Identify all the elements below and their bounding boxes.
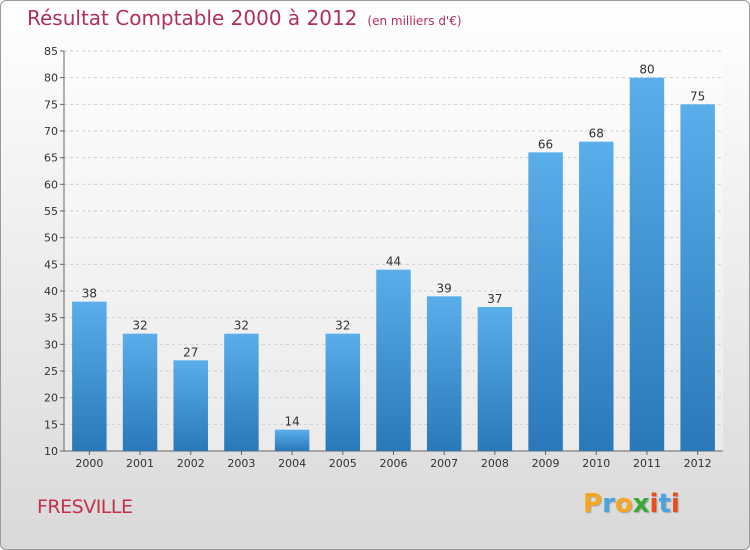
data-label-2002: 27 — [183, 345, 198, 359]
logo-letter: P — [583, 489, 603, 519]
bar-2004 — [274, 429, 310, 451]
data-label-2003: 32 — [234, 319, 249, 333]
y-tick-label: 35 — [44, 312, 58, 325]
y-tick-label: 15 — [44, 418, 58, 431]
x-tick-label-2004: 2004 — [278, 457, 306, 470]
bar-2000 — [72, 301, 107, 451]
y-tick-label: 60 — [44, 178, 58, 191]
x-tick-label-2002: 2002 — [177, 457, 205, 470]
bar-2008 — [477, 307, 513, 451]
x-tick-label-2003: 2003 — [227, 457, 255, 470]
y-tick-label: 20 — [44, 392, 58, 405]
x-tick-label-2001: 2001 — [126, 457, 154, 470]
bar-2010 — [579, 141, 614, 451]
y-tick-label: 50 — [44, 232, 58, 245]
logo-letter: o — [614, 489, 633, 519]
data-label-2012: 75 — [690, 89, 705, 103]
bar-2011 — [629, 77, 665, 452]
x-tick-label-2011: 2011 — [633, 457, 661, 470]
bar-2009 — [528, 152, 563, 452]
y-tick-label: 30 — [44, 338, 58, 351]
x-tick-label-2012: 2012 — [684, 457, 712, 470]
y-tick-label: 45 — [44, 258, 58, 271]
logo-letter: t — [658, 489, 671, 519]
bar-2006 — [376, 269, 411, 451]
logo-letter: r — [602, 489, 615, 519]
bar-2007 — [426, 296, 462, 451]
location-label: FRESVILLE — [37, 496, 133, 518]
data-label-2009: 66 — [538, 137, 553, 151]
y-tick-label: 10 — [44, 445, 58, 458]
bar-2005 — [325, 333, 361, 451]
logo-letter: x — [632, 489, 650, 519]
data-label-2001: 32 — [132, 319, 147, 333]
y-tick-label: 65 — [44, 152, 58, 165]
data-label-2010: 68 — [589, 127, 604, 141]
bar-2001 — [122, 333, 158, 451]
x-tick-label-2010: 2010 — [582, 457, 610, 470]
chart-subtitle: (en milliers d'€) — [367, 14, 462, 28]
y-tick-label: 85 — [44, 45, 58, 58]
y-tick-label: 25 — [44, 365, 58, 378]
chart-title-text: Résultat Comptable 2000 à 2012 — [27, 6, 358, 30]
bar-2002 — [173, 360, 208, 451]
x-tick-label-2006: 2006 — [380, 457, 408, 470]
chart-title: Résultat Comptable 2000 à 2012 (en millie… — [27, 6, 462, 30]
data-label-2008: 37 — [487, 292, 502, 306]
data-label-2006: 44 — [386, 255, 401, 269]
logo-letter: i — [649, 489, 659, 519]
data-label-2004: 14 — [284, 415, 299, 429]
x-tick-label-2000: 2000 — [75, 457, 103, 470]
x-tick-label-2007: 2007 — [430, 457, 458, 470]
y-tick-label: 55 — [44, 205, 58, 218]
logo-letter: i — [670, 489, 680, 519]
x-tick-label-2009: 2009 — [532, 457, 560, 470]
data-label-2011: 80 — [639, 63, 654, 77]
data-label-2007: 39 — [437, 281, 452, 295]
x-tick-label-2005: 2005 — [329, 457, 357, 470]
bar-2012 — [680, 104, 715, 451]
y-tick-label: 75 — [44, 98, 58, 111]
bar-2003 — [224, 333, 259, 451]
axes: 10 15 20 25 30 35 40 45 50 55 60 65 70 75 80 85 2000 2001… — [44, 45, 723, 470]
y-tick-label: 70 — [44, 125, 58, 138]
proxiti-logo: Proxiti — [583, 489, 680, 519]
data-label-2000: 38 — [82, 287, 97, 301]
bars: 38 32 27 32 14 32 44 39 37 66 68 80 75 — [72, 63, 715, 452]
y-tick-label: 80 — [44, 72, 58, 85]
data-label-2005: 32 — [335, 319, 350, 333]
y-tick-label: 40 — [44, 285, 58, 298]
x-tick-label-2008: 2008 — [481, 457, 509, 470]
